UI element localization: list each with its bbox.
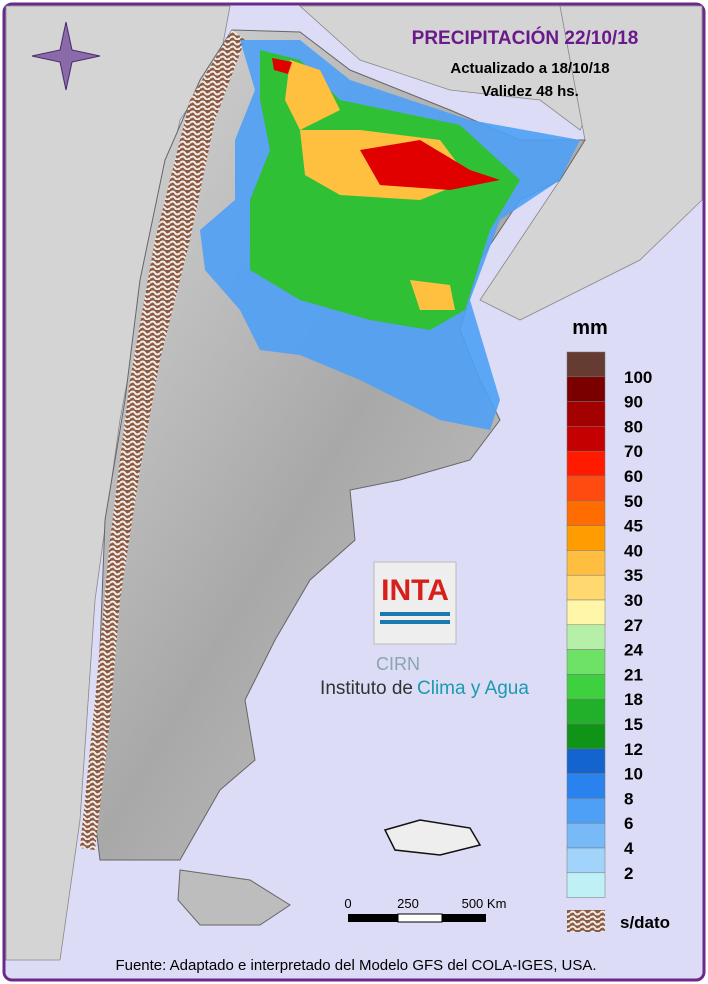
logo-brand: INTA xyxy=(381,574,449,607)
legend-label: 40 xyxy=(624,541,643,560)
legend-swatch xyxy=(566,698,606,725)
logo-stripe xyxy=(380,620,450,624)
legend-label: 2 xyxy=(624,864,633,883)
legend-label: 10 xyxy=(624,765,643,784)
legend-label: 15 xyxy=(624,715,643,734)
legend-swatch xyxy=(566,624,606,650)
rain-red xyxy=(272,58,500,190)
legend-swatch xyxy=(566,475,606,502)
legend-label: 80 xyxy=(624,417,643,436)
legend-swatch xyxy=(566,376,606,402)
legend-label: 30 xyxy=(624,591,643,610)
logo-institute-highlight: Clima y Agua xyxy=(417,678,529,699)
legend-label: 35 xyxy=(624,566,643,585)
legend: 100 90 80 70 60 50 45 40 35 30 27 24 21 18 15 12 10 8 6 4 2 xyxy=(566,351,652,898)
legend-label: 27 xyxy=(624,616,643,635)
legend-swatch xyxy=(566,872,606,898)
legend-swatch xyxy=(566,550,606,576)
logo-institute: Instituto de xyxy=(320,678,413,699)
legend-label: 90 xyxy=(624,393,643,412)
legend-unit: mm xyxy=(572,317,608,339)
legend-label: 100 xyxy=(624,368,652,387)
legend-swatch xyxy=(566,574,606,601)
legend-label: 12 xyxy=(624,740,643,759)
chile xyxy=(5,5,231,961)
scale-segment xyxy=(348,914,398,922)
malvinas xyxy=(383,819,482,856)
scale-label: 250 xyxy=(397,896,419,911)
legend-label: 8 xyxy=(624,789,633,808)
legend-label: 24 xyxy=(624,641,643,660)
title: PRECIPITACIÓN 22/10/18 xyxy=(412,27,639,49)
legend-label: 70 xyxy=(624,442,643,461)
legend-label: 50 xyxy=(624,492,643,511)
no-data-swatch xyxy=(567,910,605,932)
logo-center: CIRN xyxy=(376,654,420,674)
no-data-label: s/dato xyxy=(620,913,670,932)
legend-swatch xyxy=(566,450,606,477)
legend-swatch xyxy=(566,723,606,750)
logo-box xyxy=(373,561,457,645)
legend-label: 18 xyxy=(624,690,643,709)
legend-swatch xyxy=(566,426,606,452)
legend-label: 45 xyxy=(624,517,643,536)
legend-swatch xyxy=(566,822,606,849)
legend-label: 21 xyxy=(624,665,643,684)
updated: Actualizado a 18/10/18 xyxy=(450,60,609,77)
logo-stripe xyxy=(380,612,450,616)
legend-swatch xyxy=(566,599,606,626)
legend-swatch xyxy=(566,773,606,799)
legend-label: 4 xyxy=(624,839,634,858)
scale-label: 0 xyxy=(344,896,351,911)
legend-swatch xyxy=(566,798,606,824)
legend-swatch xyxy=(566,847,606,874)
validity: Validez 48 hs. xyxy=(481,83,579,100)
scale-segment xyxy=(442,914,486,922)
compass xyxy=(31,21,101,91)
legend-swatch xyxy=(566,748,606,774)
legend-label: 6 xyxy=(624,814,633,833)
legend-swatch xyxy=(566,674,606,700)
source: Fuente: Adaptado e interpretado del Mode… xyxy=(115,957,596,974)
no-data-area xyxy=(80,30,245,850)
legend-swatch xyxy=(566,401,606,427)
legend-swatch xyxy=(566,351,606,378)
tierra-del-fuego xyxy=(177,869,291,926)
rain-yellow xyxy=(285,60,470,310)
scale-label: 500 Km xyxy=(462,896,507,911)
legend-label: 60 xyxy=(624,467,643,486)
scale-segment xyxy=(397,913,443,923)
legend-swatch xyxy=(566,649,606,675)
legend-swatch xyxy=(566,525,606,551)
legend-swatch xyxy=(566,500,606,526)
